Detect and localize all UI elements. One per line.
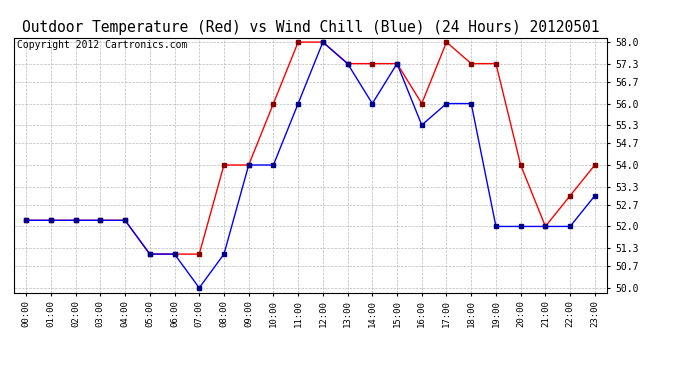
- Text: Copyright 2012 Cartronics.com: Copyright 2012 Cartronics.com: [17, 40, 187, 50]
- Title: Outdoor Temperature (Red) vs Wind Chill (Blue) (24 Hours) 20120501: Outdoor Temperature (Red) vs Wind Chill …: [22, 20, 599, 35]
